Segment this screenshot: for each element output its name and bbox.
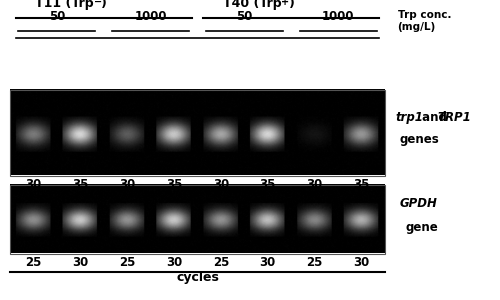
Text: 30: 30 (26, 178, 42, 191)
Text: 30: 30 (354, 256, 370, 269)
Text: GPDH: GPDH (400, 197, 438, 210)
Text: T11 (Trp: T11 (Trp (35, 0, 94, 11)
Text: 50: 50 (236, 10, 252, 22)
Bar (10, 90, 385, 176)
Text: ): ) (101, 0, 107, 11)
Text: −: − (94, 0, 102, 7)
Text: 25: 25 (213, 256, 229, 269)
Text: trp1: trp1 (395, 111, 423, 124)
Text: ): ) (289, 0, 294, 11)
Text: 30: 30 (260, 256, 276, 269)
Text: 30: 30 (166, 256, 182, 269)
Text: Trp conc.
(mg/L): Trp conc. (mg/L) (398, 11, 451, 32)
Text: 30: 30 (72, 256, 88, 269)
Text: 1000: 1000 (134, 10, 167, 22)
Text: TRP1: TRP1 (438, 111, 471, 124)
Text: 35: 35 (354, 178, 370, 191)
Bar (10, 184, 385, 254)
Text: cycles: cycles (176, 271, 219, 284)
Text: 25: 25 (119, 256, 136, 269)
Text: +: + (281, 0, 289, 7)
Text: 35: 35 (260, 178, 276, 191)
Text: 35: 35 (166, 178, 182, 191)
Text: gene: gene (405, 221, 438, 234)
Text: genes: genes (400, 133, 440, 146)
Text: 30: 30 (213, 178, 229, 191)
Text: and: and (418, 111, 450, 124)
Text: 25: 25 (25, 256, 42, 269)
Text: 50: 50 (48, 10, 65, 22)
Text: 25: 25 (306, 256, 323, 269)
Text: 35: 35 (72, 178, 88, 191)
Text: 30: 30 (306, 178, 323, 191)
Text: T40 (Trp: T40 (Trp (222, 0, 281, 11)
Text: 1000: 1000 (322, 10, 354, 22)
Text: 30: 30 (119, 178, 136, 191)
